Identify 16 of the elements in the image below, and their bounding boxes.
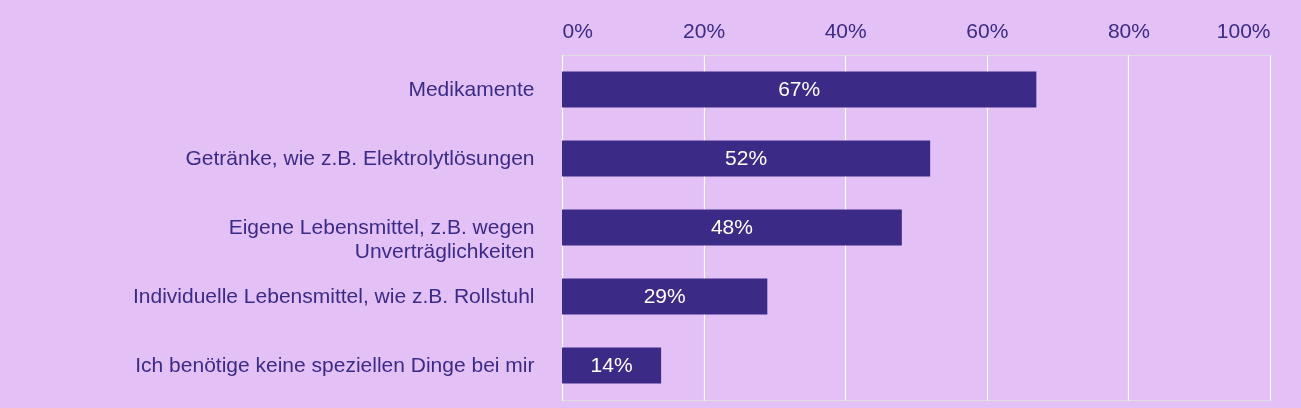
data-label: 14%	[590, 352, 633, 376]
x-tick-label: 80%	[1107, 18, 1150, 42]
data-label: 52%	[725, 145, 768, 169]
y-tick-label: Medikamente	[408, 76, 535, 100]
data-label: 48%	[710, 214, 753, 238]
x-tick-label: 60%	[966, 18, 1009, 42]
data-label: 67%	[778, 76, 821, 100]
data-label: 29%	[643, 283, 686, 307]
x-tick-label: 100%	[1216, 18, 1271, 42]
x-tick-label: 40%	[824, 18, 867, 42]
y-tick-label: Individuelle Lebensmittel, wie z.B. Rollstuhl	[132, 283, 535, 307]
x-tick-label: 0%	[562, 18, 593, 42]
y-tick-label: Ich benötige keine speziellen Dinge bei mir	[135, 352, 535, 376]
x-tick-label: 20%	[683, 18, 726, 42]
y-tick-label: Getränke, wie z.B. Elektrolytlösungen	[185, 145, 535, 169]
y-tick-label: Eigene Lebensmittel, z.B. wegen Unverträglichkeiten	[228, 214, 535, 262]
